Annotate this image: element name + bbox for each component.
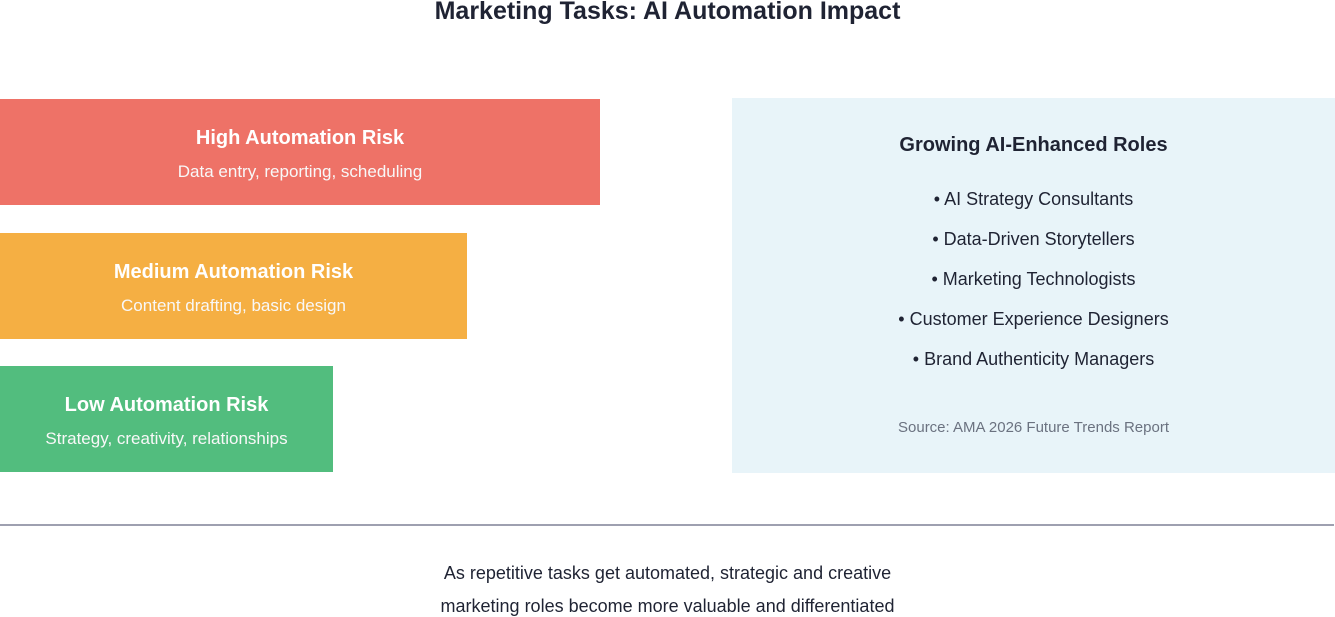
medium-risk-description: Content drafting, basic design <box>121 296 346 315</box>
high-risk-heading: High Automation Risk <box>195 127 405 149</box>
high-risk-box: High Automation Risk Data entry, reporti… <box>0 99 600 205</box>
footer-line-1: As repetitive tasks get automated, strat… <box>443 563 892 583</box>
low-risk-heading: Low Automation Risk <box>64 394 269 416</box>
high-risk-description: Data entry, reporting, scheduling <box>177 162 423 181</box>
medium-risk-heading: Medium Automation Risk <box>113 261 354 283</box>
role-item: • Customer Experience Designers <box>898 309 1169 329</box>
low-risk-description: Strategy, creativity, relationships <box>45 429 288 448</box>
roles-list: • AI Strategy Consultants • Data-Driven … <box>732 188 1335 388</box>
role-item: • AI Strategy Consultants <box>933 189 1134 209</box>
medium-risk-box: Medium Automation Risk Content drafting,… <box>0 233 467 339</box>
role-item: • Data-Driven Storytellers <box>932 229 1135 249</box>
low-risk-box: Low Automation Risk Strategy, creativity… <box>0 366 333 472</box>
divider <box>0 524 1334 526</box>
footer-line-2: marketing roles become more valuable and… <box>440 596 895 616</box>
source-citation: Source: AMA 2026 Future Trends Report <box>898 419 1169 436</box>
role-item: • Brand Authenticity Managers <box>912 349 1155 369</box>
role-item: • Marketing Technologists <box>931 269 1136 289</box>
roles-panel: Growing AI-Enhanced Roles • AI Strategy … <box>732 98 1335 473</box>
roles-panel-title: Growing AI-Enhanced Roles <box>899 134 1168 156</box>
page-title: Marketing Tasks: AI Automation Impact <box>434 0 901 25</box>
